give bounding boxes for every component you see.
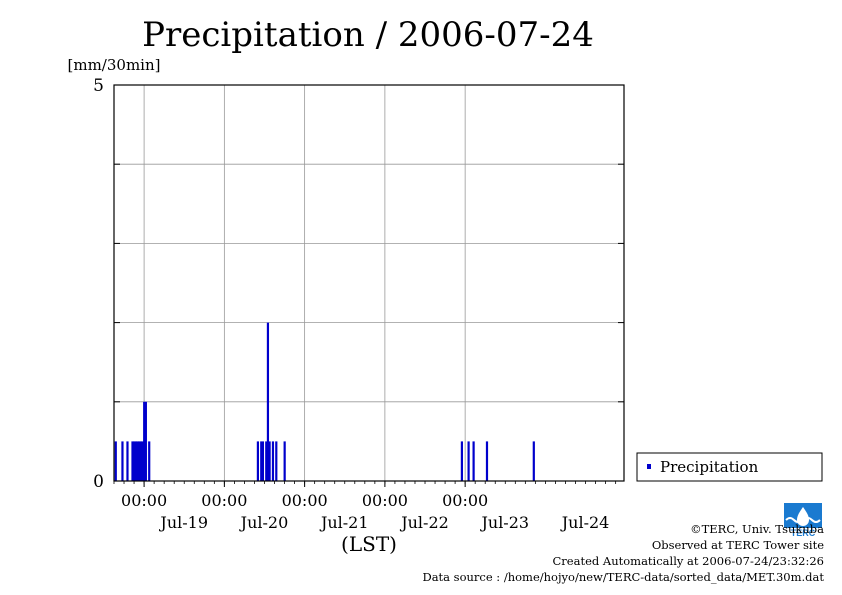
legend-swatch [647,464,651,469]
axis-tick-labels: 0 5 00:00 00:00 00:00 00:00 00:00 Jul-19 Jul-20 J… [93,76,609,532]
precipitation-bar [472,441,475,481]
precipitation-bar [532,441,535,481]
precipitation-bar [133,441,136,481]
legend: Precipitation [636,452,823,482]
precipitation-bar [266,322,270,481]
x-day-label: Jul-23 [479,513,529,532]
legend-box [636,452,823,482]
precipitation-bar [256,441,260,481]
precipitation-bar [261,441,265,481]
precipitation-bar [265,441,268,481]
precipitation-bar [460,441,464,481]
x-day-label: Jul-21 [319,513,369,532]
axis-ticks [113,163,624,487]
x-day-label: Jul-20 [239,513,289,532]
x-time-label: 00:00 [362,491,408,510]
precipitation-bar [138,441,141,481]
plot-frame [113,84,625,482]
precipitation-bar [148,441,151,481]
precipitation-bar [114,441,117,481]
x-time-label: 00:00 [442,491,488,510]
precipitation-bar [271,441,275,481]
x-axis-label: (LST) [341,532,397,556]
observation-site-text: Observed at TERC Tower site [651,538,824,552]
precipitation-bar [283,441,286,481]
precipitation-bar [126,441,129,481]
precipitation-bar [144,401,147,481]
x-time-label: 00:00 [201,491,247,510]
y-tick-label: 0 [93,472,104,492]
logo-text: TERC [791,528,816,537]
precipitation-bar [485,441,489,481]
y-tick-label: 5 [93,76,104,96]
precipitation-bar [275,441,278,481]
y-axis-unit-label: [mm/30min] [68,56,161,74]
precipitation-bar [136,441,139,481]
precipitation-bar [131,441,134,481]
x-time-label: 00:00 [121,491,167,510]
chart-title: Precipitation / 2006-07-24 [142,15,594,55]
precipitation-bar [121,441,124,481]
x-day-label: Jul-22 [399,513,449,532]
precipitation-bar [268,441,271,481]
legend-label: Precipitation [660,458,759,476]
x-time-label: 00:00 [282,491,328,510]
precipitation-bar [134,441,137,481]
precipitation-bar [143,401,146,481]
data-source-text: Data source : /home/hojyo/new/TERC-data/… [422,570,824,584]
precipitation-bar [260,441,263,481]
created-timestamp-text: Created Automatically at 2006-07-24/23:3… [552,554,825,568]
grid-lines [114,85,624,481]
x-day-label: Jul-24 [560,513,610,532]
credits-block: ©TERC, Univ. Tsukuba Observed at TERC To… [422,521,824,585]
copyright-text: ©TERC, Univ. Tsukuba [690,522,824,536]
terc-logo-icon: TERC [784,503,822,537]
precipitation-bars [114,322,535,481]
precipitation-bar [141,441,144,481]
precipitation-bar [139,441,142,481]
x-day-label: Jul-19 [158,513,208,532]
precipitation-bar [467,441,470,481]
